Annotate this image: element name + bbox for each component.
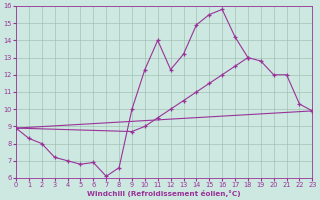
X-axis label: Windchill (Refroidissement éolien,°C): Windchill (Refroidissement éolien,°C) bbox=[87, 190, 241, 197]
